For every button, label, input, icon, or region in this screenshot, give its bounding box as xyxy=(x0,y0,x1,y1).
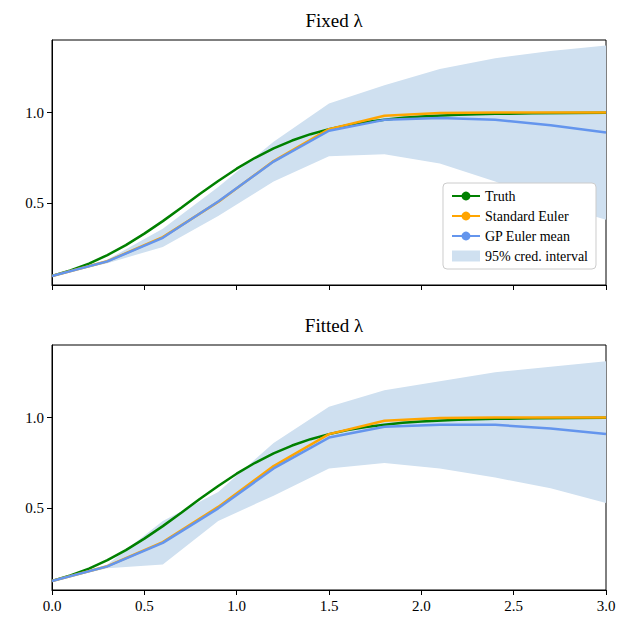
svg-text:1.0: 1.0 xyxy=(25,105,44,121)
svg-text:Fitted λ: Fitted λ xyxy=(305,315,364,336)
svg-text:2.0: 2.0 xyxy=(412,598,431,614)
svg-text:3.0: 3.0 xyxy=(597,598,616,614)
svg-text:0.5: 0.5 xyxy=(25,500,44,516)
svg-text:95% cred. interval: 95% cred. interval xyxy=(485,249,588,264)
svg-text:Standard Euler: Standard Euler xyxy=(485,209,569,224)
svg-text:0.5: 0.5 xyxy=(135,598,154,614)
svg-text:0.5: 0.5 xyxy=(25,195,44,211)
svg-text:1.0: 1.0 xyxy=(25,410,44,426)
svg-text:GP Euler mean: GP Euler mean xyxy=(485,229,570,244)
svg-text:1.0: 1.0 xyxy=(227,598,246,614)
svg-text:Truth: Truth xyxy=(485,189,516,204)
svg-text:2.5: 2.5 xyxy=(504,598,523,614)
svg-text:1.5: 1.5 xyxy=(320,598,339,614)
svg-text:Fixed λ: Fixed λ xyxy=(305,10,363,31)
svg-text:0.0: 0.0 xyxy=(43,598,62,614)
